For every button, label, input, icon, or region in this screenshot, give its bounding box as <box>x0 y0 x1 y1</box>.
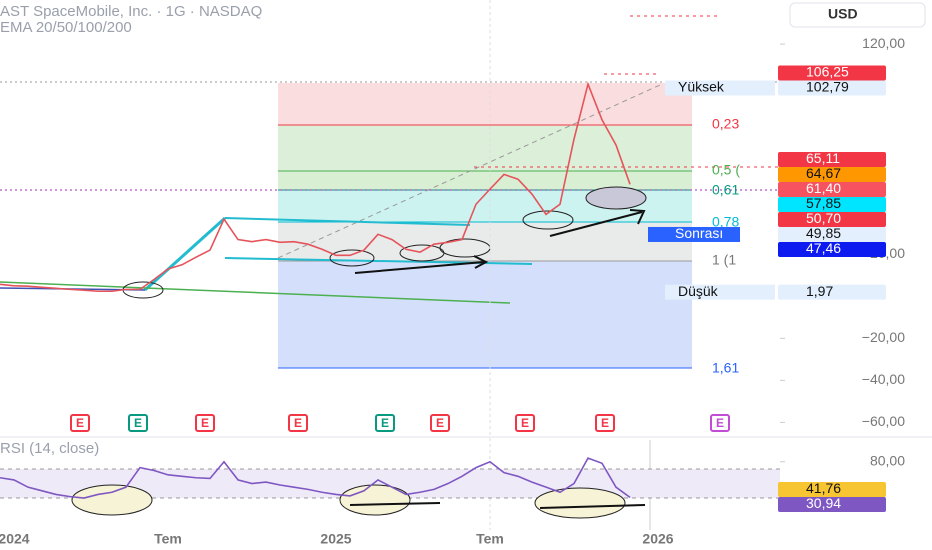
price-marker <box>778 284 886 300</box>
price-marker <box>778 241 886 257</box>
price-marker <box>778 482 886 498</box>
rsi-title: RSI (14, close) <box>0 440 99 457</box>
indicators: EMA 20/50/100/200 <box>0 19 132 36</box>
earnings-icon <box>128 414 148 432</box>
price-marker <box>778 196 886 212</box>
x-tick-label: 2026 <box>642 531 673 547</box>
fib-label: 0,61 <box>712 182 739 198</box>
earnings-label: E <box>436 416 444 430</box>
symbol-title: AST SpaceMobile, Inc. · 1G · NASDAQ <box>0 3 262 20</box>
price-line <box>0 81 631 293</box>
fib-label: 0,78 <box>712 214 739 230</box>
x-tick-label: Tem <box>476 531 504 547</box>
price-marker-label: 106,25 <box>806 64 849 80</box>
price-marker <box>778 166 886 182</box>
marker-tag <box>665 284 775 300</box>
price-marker-label: 47,46 <box>806 240 841 256</box>
y-tick-label: 80,00 <box>870 452 905 468</box>
rsi-pane <box>0 436 932 519</box>
price-marker-label: 49,85 <box>806 225 841 241</box>
fib-label: 1,61 <box>712 360 739 376</box>
x-tick-label: Tem <box>154 531 182 547</box>
price-marker <box>778 181 886 197</box>
fib-label: 0,5 ( <box>712 162 740 178</box>
earnings-icon <box>195 414 215 432</box>
y-tick-label: 120,00 <box>862 35 905 51</box>
y-tick-label: −60,00 <box>862 413 905 429</box>
price-marker-label: 102,79 <box>806 79 849 95</box>
currency-box[interactable] <box>789 2 926 28</box>
marker-tag <box>648 226 740 242</box>
earnings-label: E <box>716 416 724 430</box>
earnings-label: E <box>76 416 84 430</box>
price-marker <box>778 65 886 81</box>
x-tick-label: 2025 <box>320 531 351 547</box>
y-tick-label: −40,00 <box>862 371 905 387</box>
price-marker-label: 50,70 <box>806 210 841 226</box>
earnings-icon <box>595 414 615 432</box>
price-marker-label: 30,94 <box>806 495 841 511</box>
marker-tag <box>665 80 775 96</box>
price-marker-label: 57,85 <box>806 195 841 211</box>
price-marker-label: 1,97 <box>806 283 833 299</box>
earnings-label: E <box>381 416 389 430</box>
price-marker <box>778 226 886 242</box>
fib-zones <box>0 0 780 530</box>
earnings-icon <box>288 414 308 432</box>
marker-tag-label: Yüksek <box>678 79 725 95</box>
price-marker <box>778 497 886 513</box>
earnings-label: E <box>201 416 209 430</box>
currency[interactable]: USD <box>828 6 858 22</box>
price-marker-label: 64,67 <box>806 165 841 181</box>
fib-label: 1 (1 <box>712 252 736 268</box>
earnings-label: E <box>134 416 142 430</box>
marker-tag-label: Sonrası <box>675 225 723 241</box>
price-line <box>0 457 631 499</box>
earnings-label: E <box>294 416 302 430</box>
price-marker-label: 41,76 <box>806 480 841 496</box>
price-marker <box>778 151 886 167</box>
marker-tag-label: Düşük <box>678 283 719 299</box>
earnings-icon <box>710 414 730 432</box>
earnings-icon <box>375 414 395 432</box>
earnings-icon <box>430 414 450 432</box>
earnings-label: E <box>521 416 529 430</box>
price-marker <box>778 80 886 96</box>
fib-label: 0,23 <box>712 116 739 132</box>
earnings-icon <box>515 414 535 432</box>
price-marker-label: 61,40 <box>806 180 841 196</box>
price-marker-label: 65,11 <box>806 150 840 166</box>
x-tick-label: 2024 <box>0 531 30 547</box>
earnings-label: E <box>601 416 609 430</box>
earnings-icon <box>70 414 90 432</box>
price-marker <box>778 211 886 227</box>
y-tick-label: −20,00 <box>862 329 905 345</box>
